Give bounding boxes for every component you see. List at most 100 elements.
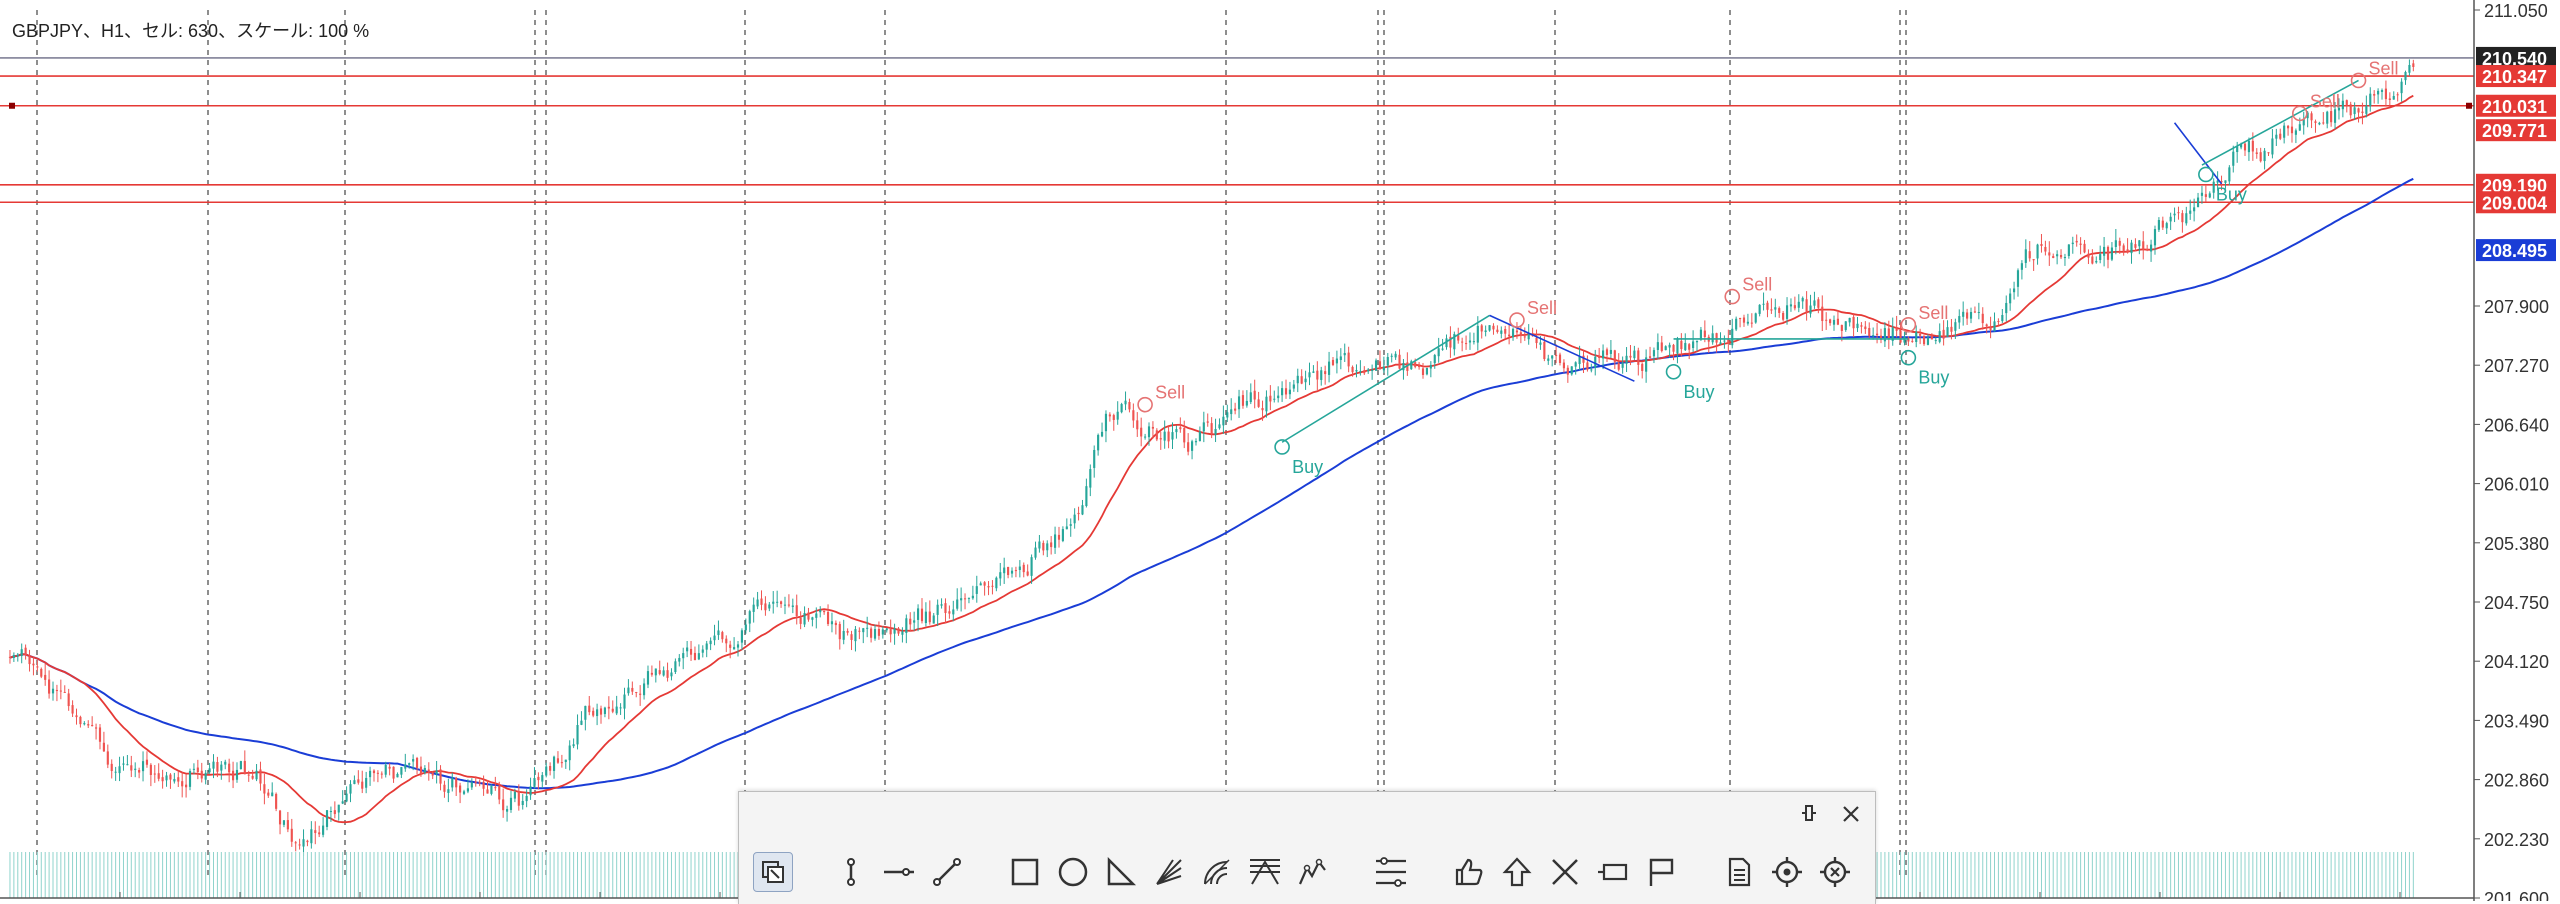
candle-body[interactable] [760, 598, 763, 605]
candle-body[interactable] [462, 791, 466, 794]
candle-body[interactable] [2353, 107, 2356, 115]
candle-body[interactable] [1742, 317, 1746, 323]
candle-body[interactable] [807, 612, 810, 620]
candle-body[interactable] [396, 773, 399, 778]
candle-body[interactable] [686, 647, 689, 652]
candle-body[interactable] [1946, 327, 1949, 337]
candle-body[interactable] [1879, 335, 1883, 340]
candle-body[interactable] [239, 761, 242, 770]
candle-body[interactable] [697, 653, 700, 660]
candle-body[interactable] [1046, 543, 1049, 551]
candle-body[interactable] [877, 628, 881, 636]
candle-body[interactable] [455, 777, 458, 788]
candle-body[interactable] [1147, 426, 1151, 438]
candle-body[interactable] [1789, 304, 1793, 307]
candle-body[interactable] [1363, 370, 1366, 374]
candle-body[interactable] [2283, 125, 2286, 138]
candle-body[interactable] [63, 691, 66, 693]
candle-body[interactable] [2302, 118, 2305, 126]
candle-body[interactable] [1660, 342, 1663, 352]
candle-body[interactable] [1954, 322, 1957, 331]
candle-body[interactable] [1938, 331, 1941, 342]
candle-body[interactable] [2075, 240, 2078, 243]
candle-body[interactable] [1128, 402, 1131, 410]
candle-body[interactable] [744, 624, 747, 631]
candle-body[interactable] [1288, 389, 1292, 395]
candle-body[interactable] [920, 608, 924, 622]
candle-body[interactable] [1875, 333, 1879, 336]
candle-body[interactable] [1261, 408, 1264, 411]
candle-body[interactable] [1277, 395, 1280, 399]
candle-body[interactable] [556, 758, 560, 763]
candle-body[interactable] [459, 785, 462, 793]
candle-body[interactable] [138, 770, 141, 773]
candle-body[interactable] [815, 613, 818, 618]
candle-body[interactable] [987, 586, 990, 588]
candle-body[interactable] [1641, 363, 1644, 371]
candle-body[interactable] [1320, 370, 1323, 380]
candle-body[interactable] [1230, 409, 1233, 415]
candle-body[interactable] [278, 810, 282, 825]
candle-body[interactable] [1484, 330, 1487, 332]
candle-body[interactable] [486, 789, 489, 794]
sell-signal-marker[interactable] [2350, 72, 2367, 89]
candle-body[interactable] [615, 706, 618, 714]
candle-body[interactable] [1418, 365, 1421, 368]
candle-body[interactable] [1089, 469, 1092, 488]
candle-body[interactable] [192, 768, 196, 770]
candle-body[interactable] [623, 694, 626, 709]
candle-body[interactable] [1355, 369, 1358, 372]
candle-body[interactable] [873, 629, 877, 639]
candle-body[interactable] [2204, 194, 2207, 197]
candle-body[interactable] [157, 773, 160, 779]
candle-body[interactable] [1445, 338, 1448, 348]
candle-body[interactable] [71, 705, 74, 714]
candle-body[interactable] [329, 811, 333, 813]
candle-body[interactable] [537, 776, 540, 781]
candle-body[interactable] [592, 710, 595, 716]
candle-body[interactable] [1601, 350, 1605, 359]
candle-body[interactable] [1966, 312, 1969, 319]
candle-body[interactable] [1817, 299, 1820, 308]
candle-body[interactable] [1758, 304, 1761, 314]
candle-body[interactable] [1664, 346, 1667, 351]
candle-body[interactable] [525, 795, 528, 802]
candle-body[interactable] [924, 611, 927, 624]
candle-body[interactable] [12, 655, 15, 658]
candle-body[interactable] [733, 647, 736, 650]
line-handle-left[interactable] [9, 102, 15, 109]
candle-body[interactable] [1042, 542, 1045, 551]
candle-body[interactable] [2200, 192, 2204, 196]
candle-body[interactable] [2294, 130, 2297, 135]
candle-body[interactable] [322, 825, 325, 835]
candle-body[interactable] [1050, 542, 1053, 548]
candle-body[interactable] [466, 788, 470, 792]
candle-body[interactable] [1872, 335, 1875, 337]
fibonacci-fan-icon[interactable] [1149, 852, 1189, 892]
candle-body[interactable] [803, 613, 806, 625]
candle-body[interactable] [2118, 240, 2121, 246]
candle-body[interactable] [2361, 111, 2364, 114]
candle-body[interactable] [106, 751, 109, 765]
candle-body[interactable] [1155, 430, 1158, 440]
candle-body[interactable] [2173, 213, 2176, 216]
candle-body[interactable] [318, 832, 321, 835]
candle-body[interactable] [2388, 98, 2391, 100]
candle-body[interactable] [2122, 245, 2125, 251]
candle-body[interactable] [2322, 122, 2325, 124]
candle-body[interactable] [1535, 337, 1538, 344]
candle-body[interactable] [1410, 361, 1413, 370]
candle-body[interactable] [717, 630, 720, 636]
candle-body[interactable] [748, 611, 751, 624]
candle-body[interactable] [1136, 420, 1139, 430]
candle-body[interactable] [1316, 370, 1319, 380]
candle-body[interactable] [290, 828, 293, 842]
candle-body[interactable] [2056, 254, 2059, 257]
candle-body[interactable] [1727, 338, 1730, 344]
candle-body[interactable] [533, 778, 536, 787]
candle-body[interactable] [2349, 104, 2352, 116]
candle-body[interactable] [928, 611, 931, 623]
candle-body[interactable] [1852, 316, 1855, 329]
candle-body[interactable] [1797, 301, 1800, 308]
candle-body[interactable] [1891, 327, 1894, 341]
